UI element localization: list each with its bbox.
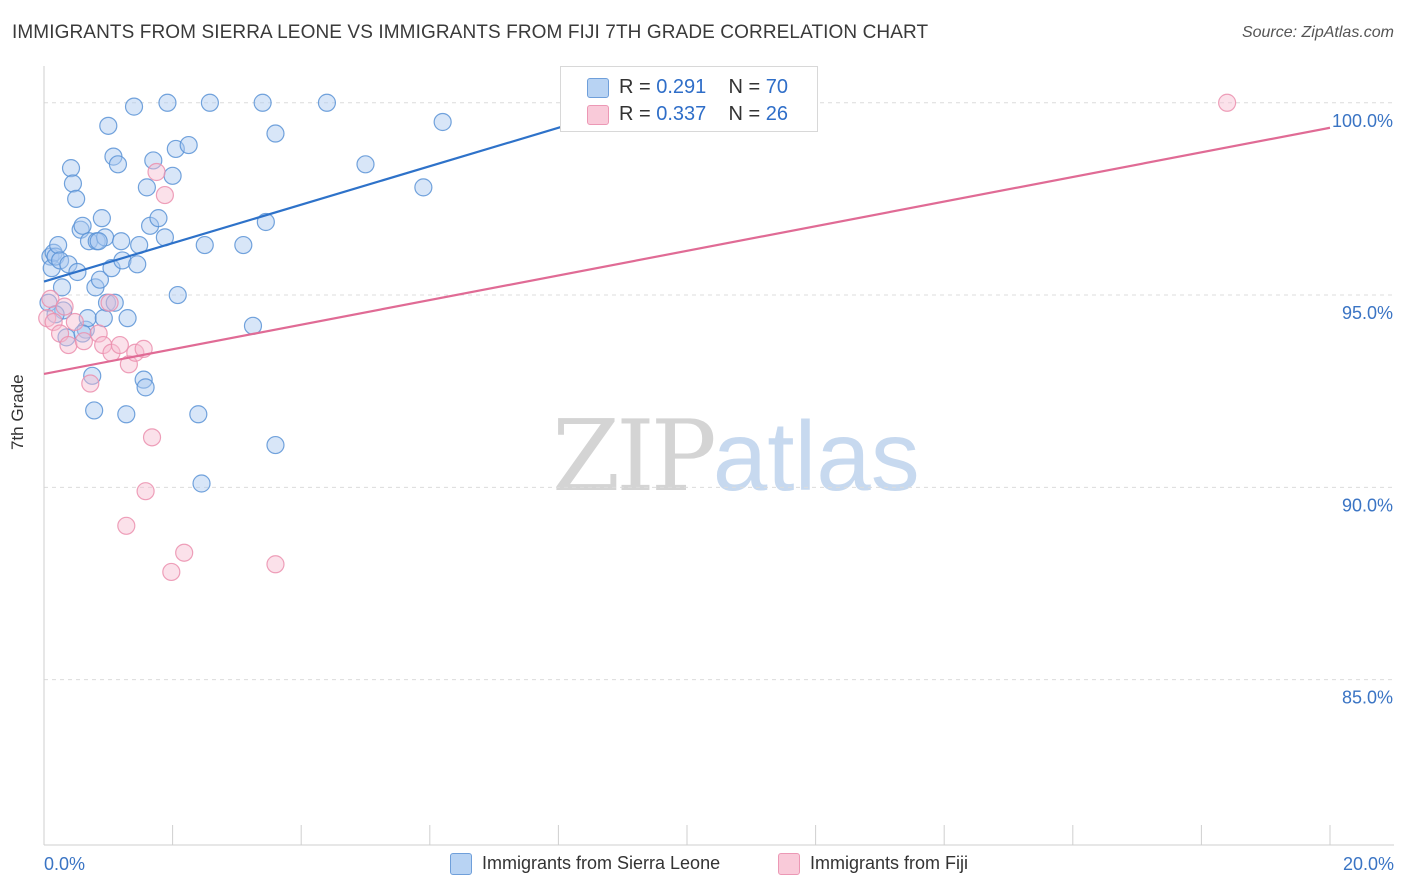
fiji-point-13 [110, 335, 129, 355]
legend-swatch-blue [587, 78, 609, 98]
sierra-leone-point-62 [266, 435, 285, 455]
sierra-leone-point-59 [253, 93, 272, 112]
sierra-leone-point-57 [234, 235, 253, 255]
bottom-legend-swatch-pink [778, 853, 800, 875]
sierra-leone-point-69 [89, 232, 108, 251]
sierra-leone-point-39 [128, 255, 147, 274]
y-tick-label-3: 100.0% [1332, 111, 1393, 131]
sierra-leone-point-52 [179, 135, 198, 155]
fiji-point-6 [65, 312, 84, 332]
fiji-point-20 [147, 162, 166, 182]
fiji-point-14 [117, 516, 136, 535]
sierra-leone-point-13 [67, 189, 86, 209]
sierra-leone-point-11 [61, 159, 81, 178]
y-tick-label-2: 95.0% [1342, 303, 1393, 323]
sierra-leone-point-64 [356, 155, 375, 174]
sierra-leone-point-29 [99, 116, 118, 135]
chart-title: IMMIGRANTS FROM SIERRA LEONE VS IMMIGRAN… [12, 22, 929, 43]
fiji-point-15 [119, 355, 138, 374]
bottom-legend-label-sierra-leone: Immigrants from Sierra Leone [482, 853, 721, 873]
fiji-point-4 [55, 297, 74, 316]
fiji-point-22 [162, 562, 181, 582]
sierra-leone-point-61 [266, 124, 285, 143]
n-label: N = [728, 76, 766, 98]
bottom-legend-label-fiji: Immigrants from Fiji [810, 853, 969, 873]
sierra-leone-point-49 [163, 166, 182, 185]
fiji-point-1 [41, 289, 60, 309]
zipatlas-watermark: ZIPatlas [552, 400, 920, 514]
correlation-legend: R = 0.291 N = 70 R = 0.337 N = 26 [560, 66, 818, 132]
sierra-leone-point-42 [136, 378, 155, 397]
fiji-point-25 [1218, 93, 1237, 112]
sierra-leone-point-32 [105, 293, 124, 312]
sierra-leone-point-38 [124, 97, 144, 116]
sierra-leone-point-25 [92, 209, 111, 228]
r-value: 0.291 [656, 76, 707, 98]
sierra-leone-point-45 [144, 151, 163, 170]
sierra-leone-point-21 [85, 401, 104, 420]
watermark-atlas: atlas [712, 401, 920, 511]
y-tick-label-0: 85.0% [1342, 688, 1393, 708]
tick-labels: 85.0% 90.0% 95.0% 100.0% 0.0% 20.0% [44, 111, 1394, 874]
r-label: R = [619, 76, 657, 98]
n-label: N = [728, 103, 766, 125]
y-tick-label-1: 90.0% [1342, 495, 1393, 515]
legend-swatch-pink [587, 105, 609, 125]
sierra-leone-point-33 [108, 155, 128, 174]
sierra-leone-point-46 [149, 209, 168, 228]
sierra-leone-point-63 [317, 93, 337, 112]
fiji-point-19 [142, 428, 162, 447]
sierra-leone-point-55 [195, 235, 214, 255]
sierra-leone-point-53 [189, 405, 208, 424]
x-tick-label-0: 0.0% [44, 854, 85, 874]
fiji-point-23 [175, 543, 194, 562]
sierra-leone-point-24 [90, 270, 110, 289]
sierra-leone-point-34 [112, 232, 131, 251]
fiji-point-7 [74, 332, 93, 351]
r-label: R = [619, 103, 657, 125]
source-label: Source: ZipAtlas.com [1241, 24, 1394, 41]
r-value: 0.337 [656, 103, 707, 125]
sierra-leone-point-36 [117, 405, 136, 424]
data-points [38, 93, 1237, 582]
fiji-point-18 [136, 482, 155, 501]
sierra-leone-point-43 [137, 178, 156, 197]
grid-lines [44, 102, 1394, 681]
sierra-leone-point-51 [168, 285, 187, 305]
fiji-point-11 [100, 293, 119, 312]
fiji-point-24 [266, 555, 285, 574]
fiji-point-5 [59, 335, 78, 355]
watermark-zip: ZIP [552, 400, 717, 514]
sierra-leone-point-7 [52, 278, 72, 297]
sierra-leone-point-16 [73, 216, 92, 235]
axes [43, 66, 1394, 846]
n-value: 70 [765, 76, 789, 98]
sierra-leone-point-60 [256, 212, 275, 232]
trend-lines [43, 122, 1331, 375]
sierra-leone-point-56 [200, 93, 219, 112]
sierra-leone-trend-line [43, 122, 572, 283]
fiji-point-9 [89, 324, 108, 343]
bottom-legend-swatch-blue [450, 853, 472, 875]
n-value: 26 [765, 103, 789, 125]
sierra-leone-point-48 [158, 93, 177, 112]
sierra-leone-point-26 [94, 309, 113, 328]
fiji-trend-line [43, 126, 1331, 375]
sierra-leone-point-54 [192, 474, 211, 493]
sierra-leone-point-12 [63, 174, 83, 193]
fiji-point-21 [155, 185, 174, 205]
y-axis-label: 7th Grade [8, 374, 27, 450]
legend-stats-fiji: R = 0.337 N = 26 [619, 103, 788, 126]
legend-stats-sierra-leone: R = 0.291 N = 70 [619, 76, 788, 99]
sierra-leone-point-37 [118, 309, 137, 328]
sierra-leone-point-66 [433, 112, 452, 132]
sierra-leone-point-5 [49, 235, 68, 255]
sierra-leone-point-65 [414, 178, 433, 197]
fiji-point-8 [81, 374, 100, 393]
x-tick-label-1: 20.0% [1343, 854, 1394, 874]
fiji-point-2 [44, 312, 63, 332]
